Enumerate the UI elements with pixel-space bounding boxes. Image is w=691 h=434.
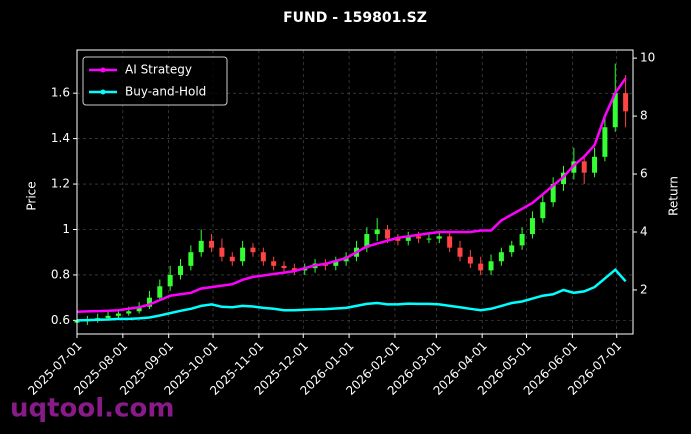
candle-body [488, 261, 494, 271]
y-tick-label: 1.2 [51, 177, 70, 191]
chart-title: FUND - 159801.SZ [283, 10, 427, 26]
y-tick-label: 1 [62, 222, 70, 236]
candle-body [115, 313, 121, 316]
candle-body [229, 256, 235, 262]
candle-body [281, 265, 287, 269]
candle-body [250, 247, 256, 253]
candle-body [478, 263, 484, 271]
candle-body [260, 252, 266, 262]
candle-body [364, 234, 370, 248]
candle-body [602, 127, 608, 157]
y-tick-label: 1.4 [51, 131, 70, 145]
candle-body [385, 229, 391, 239]
y-tick-label: 0.8 [51, 267, 70, 281]
candle-body [126, 311, 132, 314]
watermark: uqtool.com [10, 394, 174, 424]
candle-body [178, 265, 184, 275]
candle-body [291, 268, 297, 271]
y-tick-label: 1.6 [51, 86, 70, 100]
candle-body [405, 236, 411, 241]
candle-body [188, 252, 194, 266]
legend-label: Buy-and-Hold [125, 85, 206, 99]
y2-tick-label: 2 [640, 282, 648, 296]
candle-body [581, 161, 587, 173]
legend-label: AI Strategy [125, 63, 192, 77]
y-tick-label: 0.6 [51, 313, 70, 327]
candle-body [198, 240, 204, 253]
candle-body [219, 247, 225, 257]
legend-marker [100, 89, 106, 95]
line-series [76, 77, 627, 313]
candle-body [105, 315, 111, 319]
candle-body [467, 256, 473, 264]
line-series [76, 267, 627, 322]
y2-tick-label: 8 [640, 109, 648, 123]
y-axis-label: Price [25, 181, 39, 210]
candle-body [519, 234, 525, 246]
candle-body [271, 261, 277, 266]
candle-body [540, 202, 546, 219]
candle-body [612, 93, 618, 128]
candle-body [146, 297, 152, 307]
y2-axis-label: Return [667, 176, 681, 216]
legend-marker [100, 67, 106, 73]
y2-tick-label: 6 [640, 167, 648, 181]
plot-frame [76, 49, 634, 335]
candle-body [457, 247, 463, 257]
candle-body [157, 286, 163, 298]
candle-body [436, 236, 442, 239]
candle-body [550, 184, 556, 203]
candle-body [395, 238, 401, 241]
candle-body [529, 218, 535, 235]
candle-body [623, 93, 629, 112]
candle-body [498, 252, 504, 262]
candle-body [209, 240, 215, 248]
candle-body [592, 156, 598, 173]
candle-body [374, 229, 380, 235]
candle-body [426, 238, 432, 240]
candle-body [136, 306, 142, 312]
candle-body [167, 274, 173, 287]
candle-body [416, 236, 422, 239]
candle-body [333, 261, 339, 266]
candle-body [447, 236, 453, 248]
candle-body [240, 247, 246, 262]
candle-body [509, 245, 515, 253]
y2-tick-label: 4 [640, 224, 648, 238]
legend-box [82, 56, 228, 106]
y2-tick-label: 10 [640, 51, 655, 65]
